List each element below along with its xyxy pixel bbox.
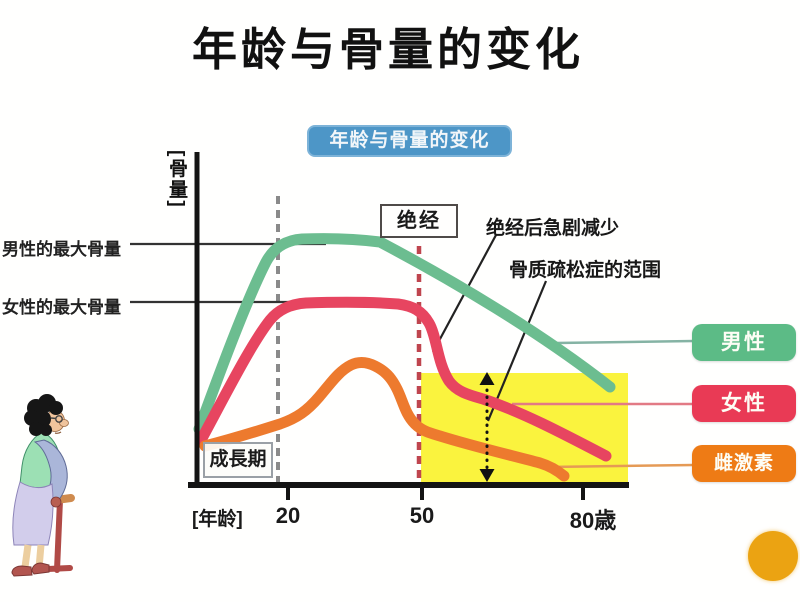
legend-pill-male: 男性 bbox=[692, 324, 796, 361]
x-tick-label-50: 50 bbox=[409, 503, 435, 528]
estrogen-legend-connector-line bbox=[547, 463, 695, 469]
estrogen-curve bbox=[199, 357, 570, 482]
page-title: 年龄与骨量的变化 bbox=[191, 25, 584, 75]
female-curve bbox=[194, 296, 612, 462]
female-peak-label: 女性的最大骨量 bbox=[2, 298, 121, 317]
range-double-arrow bbox=[479, 372, 495, 482]
male-peak-label: 男性的最大骨量 bbox=[2, 240, 121, 259]
growth-period-box: 成長期 bbox=[203, 442, 273, 478]
y-axis-label: [骨量] bbox=[166, 150, 187, 209]
legend-pill-female: 女性 bbox=[692, 385, 796, 422]
annotation-osteoporosis: 骨质疏松症的范围 bbox=[509, 260, 662, 281]
x-tick-label-20: 20 bbox=[275, 503, 301, 528]
male-curve bbox=[193, 233, 616, 435]
x-axis-ticks bbox=[286, 488, 585, 500]
annotation-menopause-drop: 绝经后急剧减少 bbox=[486, 218, 620, 239]
x-axis-label: [年龄] bbox=[192, 509, 243, 530]
chart-header-badge: 年龄与骨量的变化 bbox=[307, 125, 512, 157]
woman-head bbox=[24, 394, 69, 436]
legend-pill-estrogen: 雌激素 bbox=[692, 445, 796, 482]
menopause-box: 绝经 bbox=[380, 204, 458, 238]
woman-body bbox=[11, 431, 68, 577]
x-tick-label-80: 80歳 bbox=[569, 508, 617, 533]
male-legend-connector-line bbox=[555, 339, 695, 345]
orange-dot-decoration bbox=[748, 531, 798, 581]
osteoporosis-leader-line bbox=[486, 280, 548, 422]
elderly-woman-illustration bbox=[11, 394, 75, 577]
